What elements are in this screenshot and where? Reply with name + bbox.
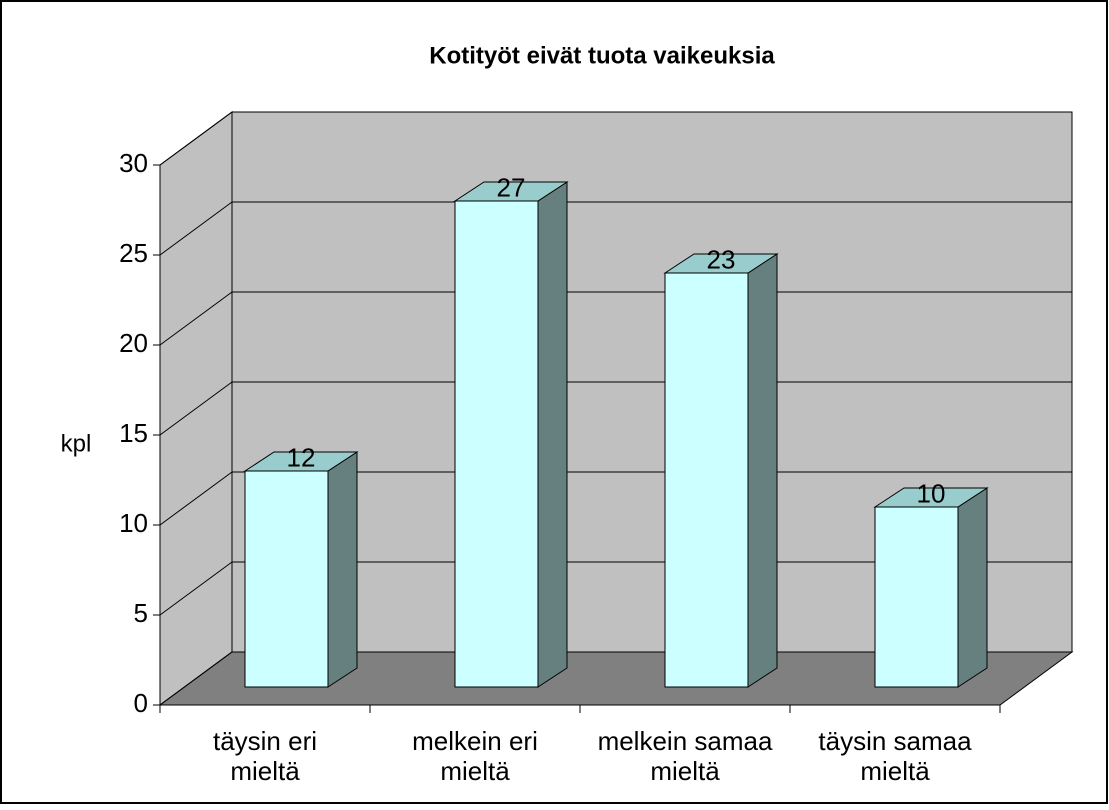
bar-side	[747, 253, 778, 688]
y-tick-label: 0	[134, 688, 148, 718]
grid-line	[159, 651, 233, 706]
bar-side	[537, 181, 568, 688]
data-label: 27	[497, 172, 526, 202]
y-tick-label: 20	[119, 328, 148, 358]
y-tick-label: 30	[119, 148, 148, 178]
bar	[454, 200, 539, 688]
y-tick-label: 15	[119, 418, 148, 448]
grid	[159, 111, 1072, 706]
grid-line	[159, 201, 233, 256]
x-tick-label: täysin samaa mieltä	[818, 726, 972, 786]
x-tick-label: melkein samaa mieltä	[597, 726, 773, 786]
bar-side	[957, 487, 988, 688]
bars: 12 27 23 10	[243, 172, 989, 688]
data-label: 12	[287, 442, 316, 472]
y-axis-label: kpl	[61, 430, 92, 457]
bar	[664, 272, 749, 688]
chart-title: Kotityöt eivät tuota vaikeuksia	[429, 42, 775, 69]
x-tick-label: täysin eri mieltä	[212, 726, 318, 786]
grid-line	[159, 561, 233, 616]
grid-line	[159, 381, 233, 436]
bar-side	[327, 451, 358, 688]
bar	[874, 506, 959, 688]
data-label: 10	[917, 478, 946, 508]
bar	[244, 470, 329, 688]
y-tick-label: 10	[119, 508, 148, 538]
data-label: 23	[707, 244, 736, 274]
x-tick-label: melkein eri mieltä	[412, 726, 538, 786]
grid-line	[159, 471, 233, 526]
grid-line	[159, 111, 233, 166]
grid-line	[159, 291, 233, 346]
y-tick-label: 5	[134, 598, 148, 628]
y-tick-label: 25	[119, 238, 148, 268]
